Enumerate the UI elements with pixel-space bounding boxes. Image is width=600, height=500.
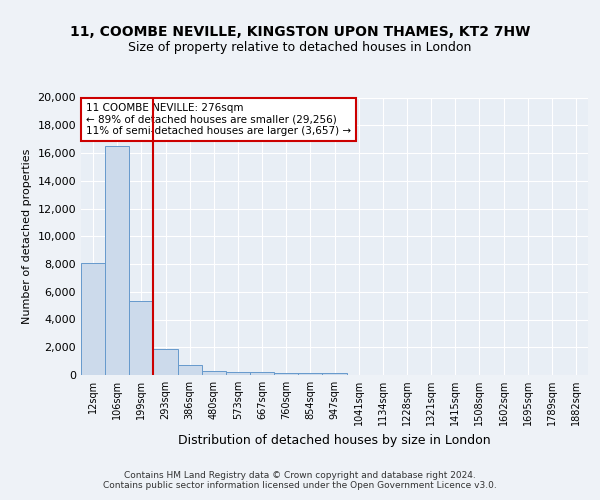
Text: 11 COOMBE NEVILLE: 276sqm
← 89% of detached houses are smaller (29,256)
11% of s: 11 COOMBE NEVILLE: 276sqm ← 89% of detac… (86, 103, 351, 136)
Bar (154, 350, 178, 375)
X-axis label: Distribution of detached houses by size in London: Distribution of detached houses by size … (178, 434, 491, 446)
Bar (129, 302, 154, 375)
Bar (81, 262, 105, 375)
Text: Size of property relative to detached houses in London: Size of property relative to detached ho… (128, 41, 472, 54)
Text: 11, COOMBE NEVILLE, KINGSTON UPON THAMES, KT2 7HW: 11, COOMBE NEVILLE, KINGSTON UPON THAMES… (70, 26, 530, 40)
Bar (226, 372, 250, 375)
Bar (105, 146, 129, 375)
Bar (274, 372, 298, 375)
Bar (322, 373, 347, 375)
Bar (178, 366, 202, 375)
Bar (298, 373, 322, 375)
Bar (202, 371, 226, 375)
Bar (250, 372, 274, 375)
Text: Contains HM Land Registry data © Crown copyright and database right 2024.
Contai: Contains HM Land Registry data © Crown c… (103, 470, 497, 490)
Y-axis label: Number of detached properties: Number of detached properties (22, 148, 32, 324)
